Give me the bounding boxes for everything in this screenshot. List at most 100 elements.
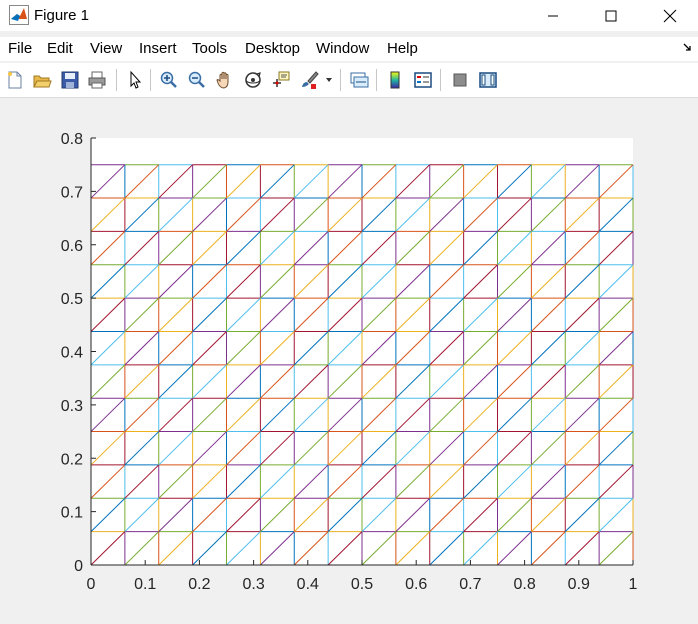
title-bar: Figure 1 <box>0 0 698 31</box>
mesh-edge <box>429 464 464 499</box>
mesh-edge <box>90 164 126 199</box>
mesh-edge <box>293 364 329 399</box>
rotate-3d-button[interactable] <box>241 68 265 92</box>
menu-desktop[interactable]: Desktop <box>245 40 301 57</box>
mesh-edge <box>395 197 431 232</box>
save-icon <box>61 71 79 89</box>
pan-button[interactable] <box>213 68 237 92</box>
mesh-edge <box>497 431 532 466</box>
open-file-button[interactable] <box>30 68 54 92</box>
mesh-edge <box>327 197 363 232</box>
mesh-edge <box>361 397 397 432</box>
mesh-edge <box>260 397 295 432</box>
pointer-icon <box>130 70 142 89</box>
hide-plot-tools-button[interactable] <box>448 68 472 92</box>
mesh-edge <box>463 464 498 499</box>
mesh-edge <box>327 331 363 366</box>
brush-icon <box>302 71 319 89</box>
mesh-edge <box>158 531 193 566</box>
x-tick-label: 0.3 <box>242 576 264 593</box>
zoom-in-button[interactable] <box>157 68 181 92</box>
mesh-edge <box>293 397 329 432</box>
maximize-icon <box>605 10 617 21</box>
mesh-edge <box>598 264 634 299</box>
print-button[interactable] <box>85 68 109 92</box>
brush-dropdown-button[interactable] <box>322 68 336 92</box>
mesh-edge <box>260 431 295 466</box>
new-figure-button[interactable] <box>3 68 27 92</box>
toolbar-separator <box>150 69 151 91</box>
menu-file[interactable]: File <box>8 40 33 57</box>
mesh-edge <box>361 164 397 199</box>
mesh-edge <box>90 431 126 466</box>
close-button[interactable] <box>642 0 698 31</box>
mesh-edge <box>395 331 431 366</box>
mesh-edge <box>463 197 498 232</box>
mesh-edge <box>497 531 532 566</box>
data-cursor-button[interactable] <box>269 68 293 92</box>
colorbar-button[interactable] <box>383 68 407 92</box>
mesh-edge <box>226 331 261 366</box>
save-button[interactable] <box>58 68 82 92</box>
brush-button[interactable] <box>297 68 321 92</box>
mesh-edge <box>124 231 160 266</box>
mesh-edge <box>598 431 634 466</box>
mesh-edge <box>226 264 261 299</box>
mesh-edge <box>463 231 498 266</box>
brush-dropdown-icon <box>326 78 332 82</box>
mesh-edge <box>564 264 600 299</box>
maximize-button[interactable] <box>583 0 639 31</box>
pointer-button[interactable] <box>123 68 147 92</box>
dock-arrow-icon[interactable] <box>682 41 694 53</box>
mesh-edge <box>429 364 464 399</box>
menu-insert[interactable]: Insert <box>139 40 177 57</box>
zoom-out-button[interactable] <box>185 68 209 92</box>
mesh-edge <box>124 497 160 532</box>
mesh-edge <box>598 331 634 366</box>
mesh-edge <box>531 297 566 332</box>
toolbar-separator <box>440 69 441 91</box>
x-tick-label: 0.1 <box>134 576 156 593</box>
menu-tools[interactable]: Tools <box>192 40 228 57</box>
mesh-edge <box>429 197 464 232</box>
mesh-edge <box>90 364 126 399</box>
mesh-edge <box>90 497 126 532</box>
mesh-edge <box>395 264 431 299</box>
x-tick-label: 0.8 <box>513 576 535 593</box>
menu-window[interactable]: Window <box>316 40 370 57</box>
mesh-edge <box>158 297 193 332</box>
mesh-edge <box>293 197 329 232</box>
legend-button[interactable] <box>411 68 435 92</box>
mesh-edge <box>158 197 193 232</box>
mesh-edge <box>497 164 532 199</box>
mesh-edge <box>429 431 464 466</box>
link-plot-button[interactable] <box>347 68 371 92</box>
mesh-edge <box>90 297 126 332</box>
mesh-edge <box>497 197 532 232</box>
mesh-edge <box>497 364 532 399</box>
mesh-edge <box>192 197 227 232</box>
show-plot-tools-button[interactable] <box>476 68 500 92</box>
mesh-edge <box>90 531 126 566</box>
y-tick-label: 0.7 <box>61 184 83 201</box>
mesh-edge <box>124 197 160 232</box>
mesh-edge <box>226 464 261 499</box>
minimize-button[interactable] <box>525 0 581 31</box>
menu-edit[interactable]: Edit <box>47 40 73 57</box>
mesh-plot[interactable]: 0 0.1 0.2 0.3 0.4 0.5 0.6 0.7 0.8 0.9 1 0 0.1 0.2 0.3 0… <box>0 98 698 624</box>
show-plot-tools-icon <box>479 72 497 88</box>
toolbar-separator <box>116 69 117 91</box>
mesh-edge <box>158 497 193 532</box>
mesh-edge <box>90 397 126 432</box>
mesh-edge <box>192 297 227 332</box>
mesh-edge <box>531 397 566 432</box>
close-icon <box>663 9 677 22</box>
mesh-edge <box>327 164 363 199</box>
mesh-edge <box>226 364 261 399</box>
menu-view[interactable]: View <box>90 40 123 57</box>
mesh-edge <box>395 297 431 332</box>
mesh-edge <box>598 464 634 499</box>
menu-help[interactable]: Help <box>387 40 418 57</box>
mesh-edge <box>531 231 566 266</box>
mesh-edge <box>361 464 397 499</box>
